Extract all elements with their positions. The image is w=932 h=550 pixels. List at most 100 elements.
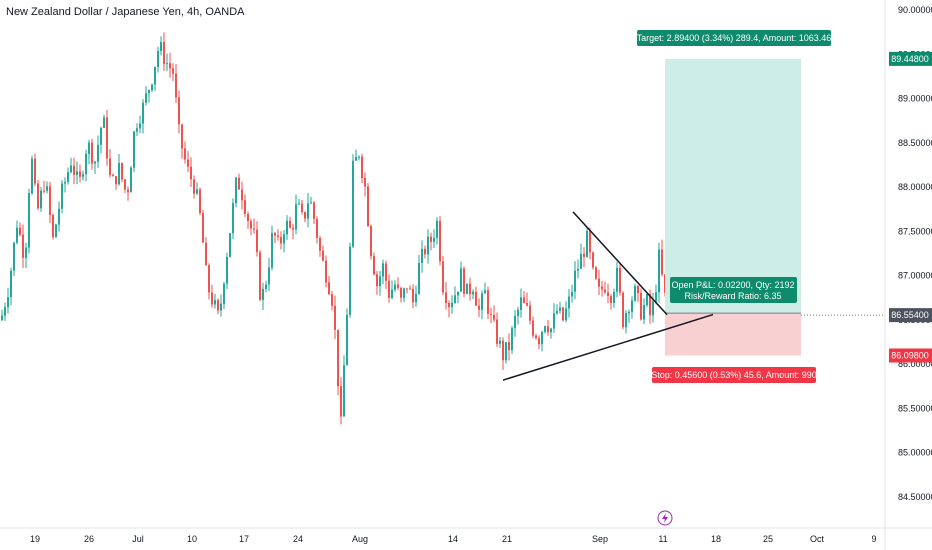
x-tick-label: 18 [711,534,721,544]
candle-body [358,156,360,158]
candle-body [271,233,273,268]
candle-body [406,288,408,290]
candle-body [607,292,609,297]
candle-body [115,176,117,185]
candle-body [352,160,354,247]
candle-body [280,237,282,244]
candle-body [211,292,213,305]
candle-body [70,165,72,173]
y-tick-label: 89.00000 [898,94,932,104]
candle-body [283,234,285,244]
candle-body [550,328,552,333]
x-tick-label: 21 [502,534,512,544]
candle-body [388,280,390,299]
y-tick-label: 85.50000 [898,403,932,413]
candle-body [10,270,12,298]
support-trendline[interactable] [502,313,714,381]
candle-body [148,90,150,94]
candle-body [658,249,660,293]
candle-body [379,276,381,287]
candle-body [349,246,351,315]
candle-body [247,213,249,222]
candle-body [547,326,549,333]
candle-body [139,123,141,129]
candle-body [424,248,426,255]
candle-body [91,142,93,164]
candle-body [499,340,501,344]
candle-body [160,41,162,52]
candle-body [505,342,507,361]
candle-body [628,311,630,314]
candle-body [445,292,447,304]
candle-body [4,307,6,316]
candle-body [361,156,363,179]
candle-body [337,329,339,387]
candle-body [244,200,246,214]
candle-body [436,220,438,238]
candle-body [385,263,387,281]
candle-body [583,253,585,257]
candle-body [373,256,375,275]
candle-body [403,288,405,298]
y-tick-label: 88.50000 [898,138,932,148]
stop-label-box[interactable] [652,367,816,383]
target-label-box[interactable] [637,30,831,46]
current-price-badge-box [889,308,932,323]
candle-body [364,178,366,187]
candle-body [187,159,189,167]
stop-price-badge-box [889,348,932,363]
candle-body [19,227,21,235]
candle-body [649,294,651,316]
candle-body [133,131,135,168]
candle-body [580,253,582,269]
candle-body [217,300,219,311]
candle-body [619,267,621,293]
candle-body [430,236,432,242]
candle-body [532,320,534,336]
pnl-label: Open P&L: 0.02200, Qty: 2192 [671,280,794,290]
x-tick-label: 26 [84,534,94,544]
candle-body [85,153,87,175]
candle-body [313,202,315,219]
candle-body [514,315,516,329]
resistance-trendline[interactable] [572,211,668,316]
candle-body [124,179,126,190]
candle-body [637,286,639,293]
loss-zone [665,313,801,356]
candle-body [598,278,600,287]
candle-body [223,283,225,304]
candle-body [241,189,243,201]
candle-body [553,313,555,329]
candle-body [544,326,546,332]
pnl-box[interactable] [670,277,797,303]
candle-body [67,172,69,182]
candle-body [571,291,573,297]
candle-body [616,267,618,292]
candle-body [319,238,321,251]
candle-body [382,263,384,277]
candle-body [631,300,633,312]
candle-body [508,342,510,351]
candle-body [100,127,102,145]
candle-body [391,289,393,299]
candle-body [13,242,15,271]
y-tick-label: 87.50000 [898,226,932,236]
candle-body [127,189,129,193]
candle-body [376,274,378,287]
candle-body [529,305,531,321]
candle-body [343,365,345,417]
candle-body [586,230,588,257]
candle-body [184,148,186,160]
candle-body [523,297,525,303]
current-price-badge: 86.55400 [891,310,929,320]
x-tick-label: 25 [763,534,773,544]
candle-body [229,233,231,257]
candle-body [520,297,522,310]
x-tick-label: Jul [132,534,144,544]
candle-body [235,177,237,204]
candle-body [409,288,411,290]
candle-body [472,291,474,295]
x-tick-label: 9 [871,534,876,544]
candle-body [166,63,168,65]
